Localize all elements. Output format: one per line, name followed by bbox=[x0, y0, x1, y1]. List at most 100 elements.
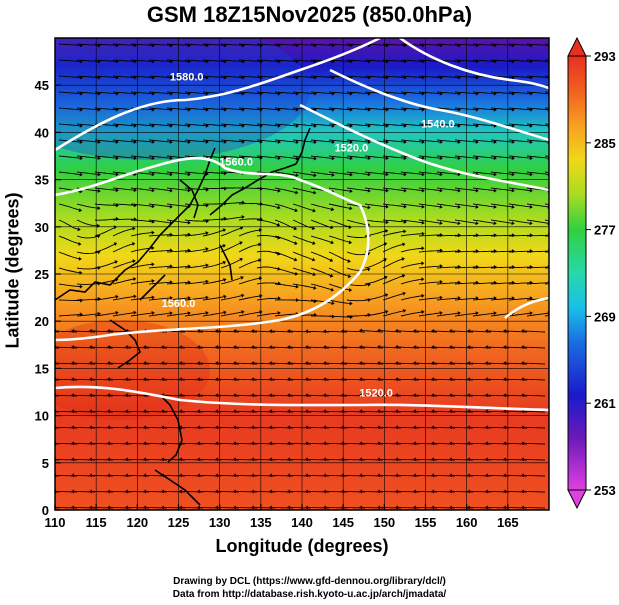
wind-streamlines bbox=[55, 43, 549, 510]
streamline bbox=[454, 234, 477, 237]
streamline-arrow bbox=[222, 244, 226, 248]
streamline bbox=[454, 250, 477, 253]
streamline-arrow bbox=[71, 393, 75, 398]
streamline-arrow bbox=[294, 241, 298, 245]
streamline-arrow bbox=[143, 425, 147, 430]
streamline-arrow bbox=[331, 301, 335, 306]
streamline bbox=[454, 75, 477, 78]
streamline bbox=[220, 139, 243, 143]
streamline-arrow bbox=[179, 393, 183, 398]
streamline bbox=[400, 219, 423, 224]
streamline-arrow bbox=[431, 393, 435, 398]
streamline bbox=[382, 275, 404, 285]
streamline-arrow bbox=[295, 284, 299, 289]
streamline bbox=[184, 59, 207, 62]
streamline bbox=[148, 249, 171, 253]
streamline bbox=[454, 203, 477, 208]
streamline bbox=[148, 297, 171, 301]
streamline bbox=[472, 139, 495, 143]
coastlines bbox=[55, 127, 311, 506]
streamline-arrow bbox=[179, 457, 183, 462]
streamline-arrow bbox=[331, 140, 335, 144]
streamline bbox=[310, 59, 333, 62]
streamline bbox=[436, 107, 459, 111]
streamline bbox=[202, 75, 225, 78]
streamline bbox=[202, 139, 225, 143]
streamline-arrow bbox=[277, 123, 281, 128]
streamline-arrow bbox=[312, 241, 316, 245]
streamline-arrow bbox=[223, 123, 227, 128]
streamline bbox=[454, 312, 477, 317]
streamline bbox=[346, 267, 369, 271]
streamline bbox=[94, 139, 117, 143]
streamline-arrow bbox=[521, 489, 525, 494]
streamline-arrow bbox=[313, 190, 317, 195]
streamline-arrow bbox=[485, 473, 489, 478]
streamline-arrow bbox=[348, 225, 352, 230]
streamline bbox=[346, 171, 369, 175]
streamline-arrow bbox=[143, 361, 147, 366]
streamline bbox=[184, 139, 207, 143]
streamline-arrow bbox=[493, 296, 497, 301]
streamline bbox=[202, 59, 225, 62]
streamline-arrow bbox=[331, 172, 335, 177]
streamline-arrow bbox=[367, 205, 371, 210]
streamline bbox=[364, 107, 387, 111]
streamline bbox=[490, 282, 513, 285]
streamline bbox=[94, 59, 117, 62]
streamline-arrow bbox=[125, 377, 129, 382]
streamline-arrow bbox=[421, 246, 425, 251]
streamline-arrow bbox=[421, 139, 425, 144]
streamline-arrow bbox=[521, 377, 525, 382]
streamline-arrow bbox=[151, 230, 155, 235]
streamline-arrow bbox=[377, 393, 381, 398]
streamline-arrow bbox=[143, 345, 147, 350]
streamline-arrow bbox=[161, 345, 165, 350]
streamline-arrow bbox=[485, 393, 489, 398]
streamline-arrow bbox=[395, 473, 399, 478]
streamline bbox=[400, 203, 423, 208]
streamline-arrow bbox=[421, 188, 425, 193]
streamline bbox=[58, 59, 81, 62]
streamline-arrow bbox=[205, 295, 209, 300]
streamline-arrow bbox=[485, 425, 489, 430]
streamline-arrow bbox=[367, 172, 371, 177]
streamline bbox=[94, 155, 117, 159]
streamline bbox=[364, 259, 386, 269]
streamline-arrow bbox=[269, 425, 273, 430]
streamline bbox=[238, 59, 261, 62]
streamline bbox=[400, 311, 423, 317]
streamline bbox=[202, 155, 225, 159]
x-tick-label: 145 bbox=[332, 515, 354, 530]
streamline bbox=[523, 346, 546, 349]
streamline bbox=[238, 229, 260, 237]
streamline bbox=[274, 123, 297, 127]
streamline-arrow bbox=[269, 329, 273, 334]
streamline-arrow bbox=[439, 188, 443, 193]
contour-label: 1520.0 bbox=[335, 142, 369, 154]
streamline-arrow bbox=[323, 473, 327, 478]
streamline-arrow bbox=[413, 361, 417, 366]
streamline-arrow bbox=[341, 425, 345, 430]
streamline bbox=[112, 59, 135, 62]
streamline-arrow bbox=[431, 345, 435, 350]
streamline bbox=[328, 91, 351, 95]
streamline-arrow bbox=[377, 473, 381, 478]
streamline bbox=[77, 298, 99, 301]
streamline bbox=[94, 279, 117, 285]
streamline bbox=[202, 43, 225, 46]
streamline bbox=[526, 107, 549, 111]
contour-label: 1560.0 bbox=[219, 156, 253, 168]
streamline bbox=[274, 59, 297, 62]
streamline bbox=[274, 313, 297, 317]
streamline-arrow bbox=[457, 123, 461, 128]
streamline-arrow bbox=[377, 409, 381, 414]
streamline-arrow bbox=[89, 345, 93, 350]
streamline-arrow bbox=[395, 393, 399, 398]
streamline-arrow bbox=[97, 311, 101, 316]
streamline bbox=[418, 297, 441, 301]
streamline bbox=[454, 123, 477, 127]
streamline-arrow bbox=[197, 409, 201, 414]
streamline-arrow bbox=[467, 457, 471, 462]
streamline-arrow bbox=[359, 345, 363, 350]
